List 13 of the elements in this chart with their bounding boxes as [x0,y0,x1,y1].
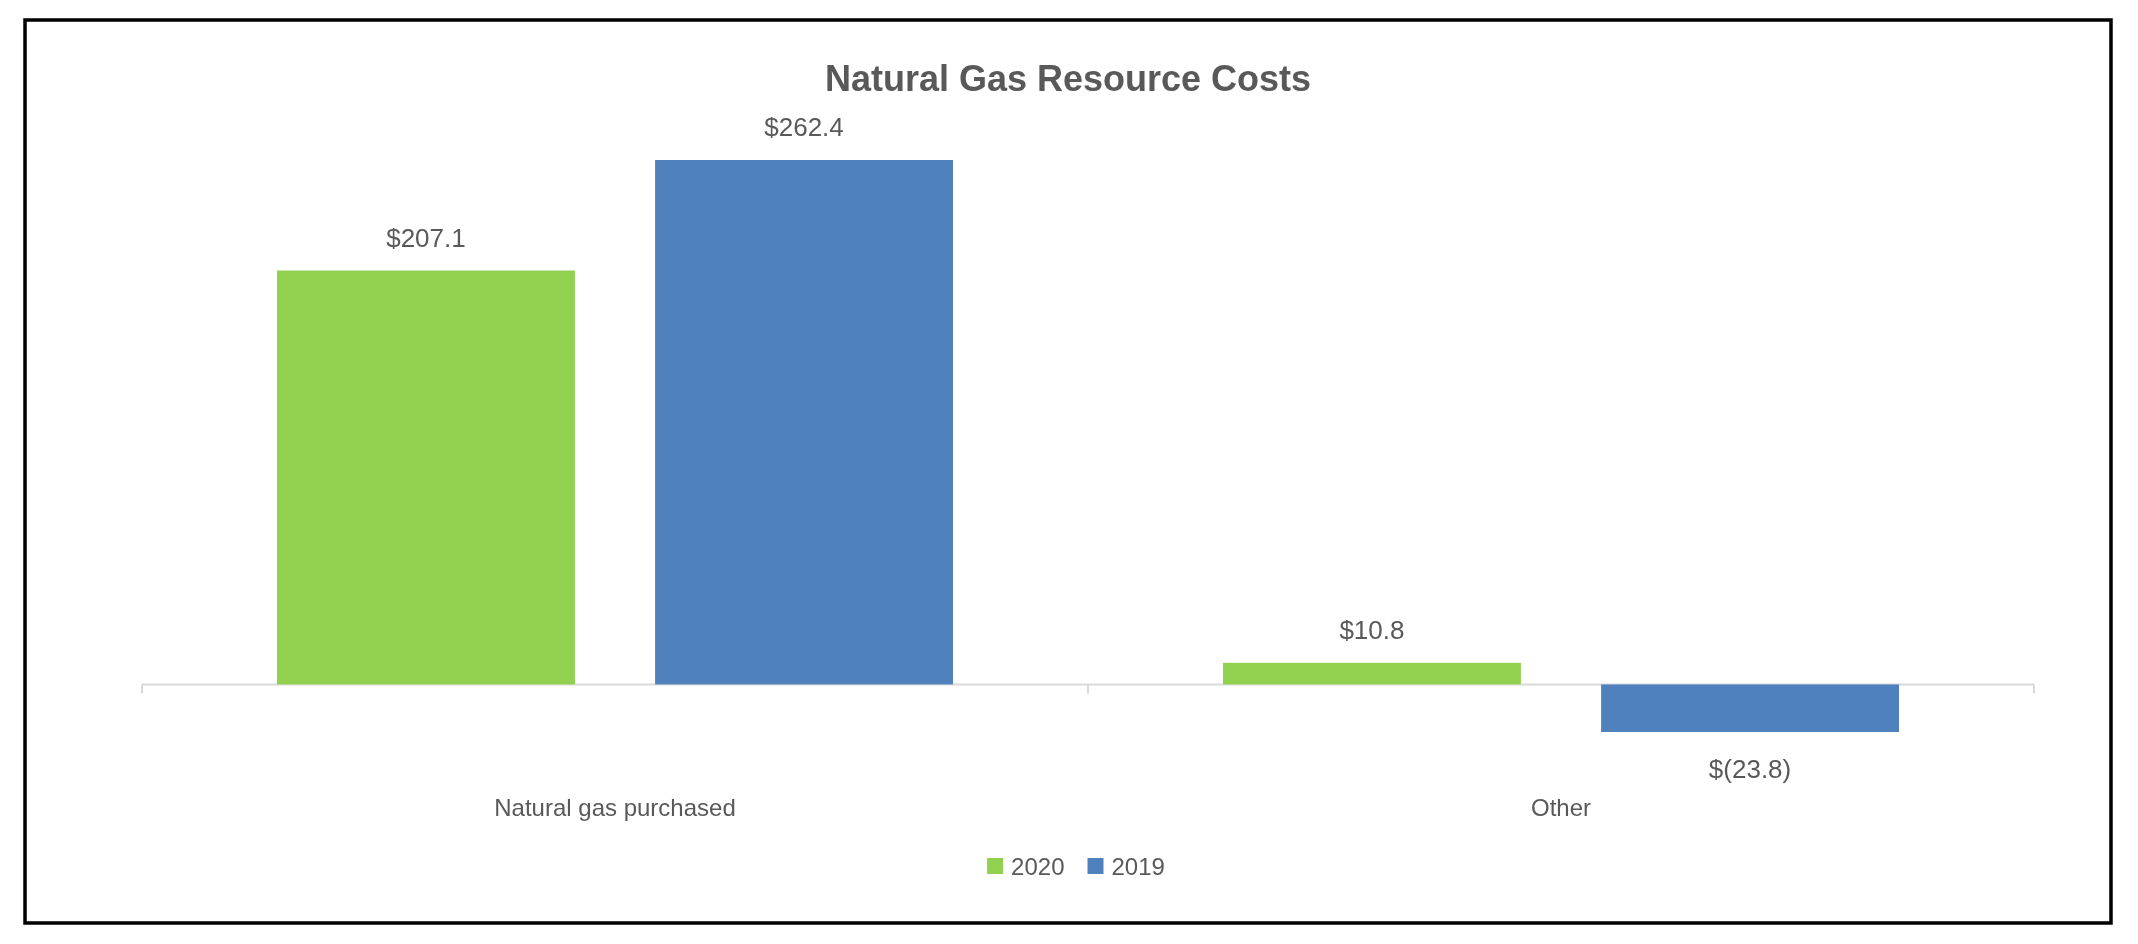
x-tick-label: Natural gas purchased [494,794,736,822]
legend-label: 2020 [1011,853,1065,880]
data-label: $207.1 [386,222,466,253]
data-label: $(23.8) [1708,754,1792,784]
bar [655,160,954,685]
bar [276,270,575,685]
bar [1601,684,1900,732]
data-label: $10.8 [1339,614,1405,645]
chart-title: Natural Gas Resource Costs [824,58,1312,99]
x-tick-label: Other [1530,794,1592,822]
bar [1222,662,1521,685]
data-label: $262.4 [764,112,844,142]
legend-label: 2019 [1111,853,1165,880]
